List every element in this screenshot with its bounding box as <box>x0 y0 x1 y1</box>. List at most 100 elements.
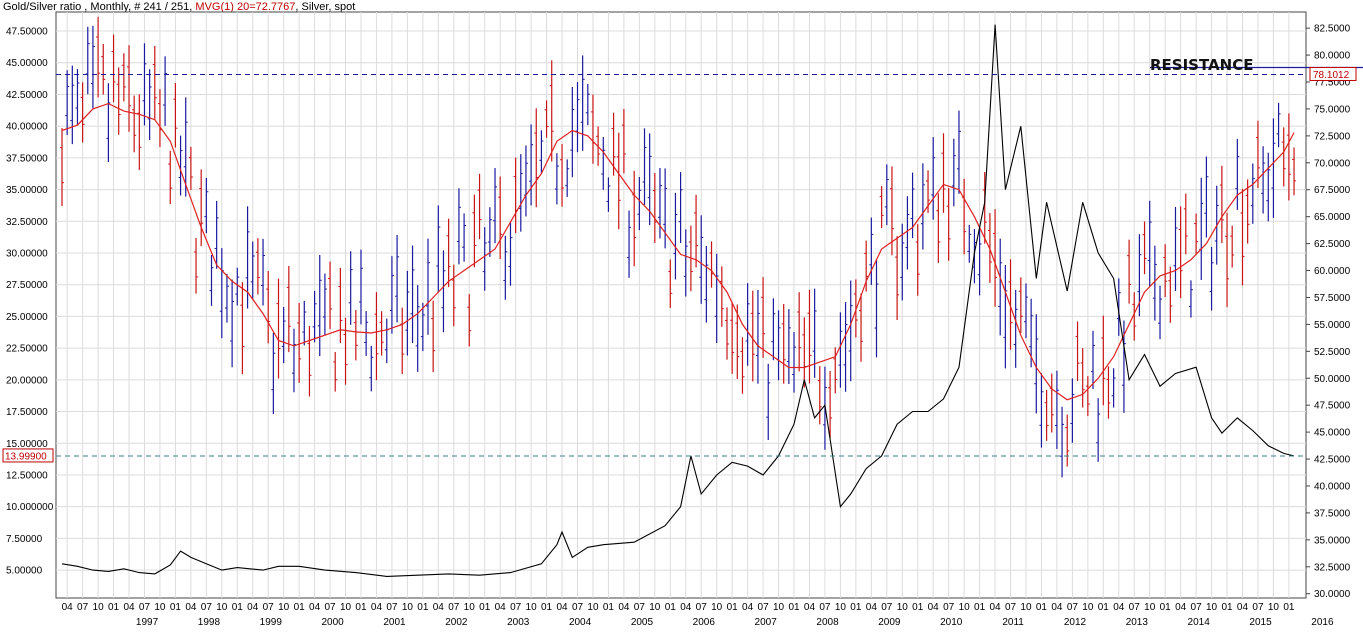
left-axis-tick-label: 42.50000 <box>6 90 48 101</box>
ratio-bar <box>333 352 338 392</box>
x-month-tick-label: 07 <box>1067 602 1079 613</box>
ratio-bar <box>1091 330 1095 390</box>
left-axis-tick-label: 32.50000 <box>6 217 48 228</box>
ratio-bar <box>472 194 477 268</box>
x-month-tick-label: 10 <box>1020 602 1032 613</box>
right-current-value: 78.1012 <box>1313 70 1350 81</box>
ratio-bar <box>462 213 467 262</box>
right-axis-tick-label: 35.0000 <box>1314 535 1351 546</box>
ratio-bar <box>106 83 111 162</box>
right-axis-tick-label: 42.5000 <box>1314 455 1351 466</box>
x-month-tick-label: 01 <box>1160 602 1172 613</box>
x-month-tick-label: 07 <box>386 602 398 613</box>
ratio-bar <box>1023 283 1028 339</box>
x-month-tick-label: 10 <box>959 602 971 613</box>
ratio-bar <box>817 366 822 425</box>
ratio-bar <box>1163 244 1168 298</box>
ratio-bar <box>199 169 204 247</box>
ratio-bar <box>977 226 982 296</box>
ratio-bar <box>70 65 75 145</box>
ratio-bar <box>240 282 245 375</box>
ratio-bar <box>915 224 920 296</box>
ratio-bar <box>699 215 704 304</box>
ratio-bar <box>1096 398 1101 462</box>
ratio-bar <box>946 188 951 261</box>
ratio-bar <box>204 177 209 234</box>
ratio-bar <box>900 223 905 301</box>
ratio-bar <box>1132 292 1137 341</box>
right-axis-tick-label: 52.5000 <box>1314 347 1351 358</box>
x-year-label: 2007 <box>755 617 778 628</box>
ratio-bar <box>297 302 302 383</box>
x-month-tick-label: 07 <box>572 602 584 613</box>
ratio-bar <box>101 43 106 95</box>
ratio-bar <box>271 332 276 415</box>
x-month-tick-label: 07 <box>263 602 275 613</box>
ratio-bar <box>163 56 168 126</box>
x-month-tick-label: 10 <box>587 602 599 613</box>
right-axis-tick-label: 32.5000 <box>1314 562 1351 573</box>
ratio-bar <box>1235 138 1240 210</box>
header-indicator: MVG(1) 20=72.7767 <box>195 1 296 13</box>
ratio-bar <box>905 196 910 270</box>
x-month-tick-label: 10 <box>1268 602 1280 613</box>
ratio-bar <box>369 345 374 392</box>
ratio-bar <box>936 193 941 263</box>
ratio-bar <box>1080 348 1085 408</box>
ratio-bar <box>420 302 425 352</box>
ratio-bar <box>405 270 410 356</box>
ratio-bar <box>291 328 296 393</box>
x-month-tick-label: 10 <box>1206 602 1218 613</box>
x-month-tick-label: 04 <box>618 602 630 613</box>
ratio-bar <box>255 238 260 295</box>
ratio-bar <box>426 238 431 335</box>
ratio-bar <box>611 112 616 176</box>
ratio-bar <box>1018 277 1023 333</box>
plot-frame <box>55 11 1307 599</box>
x-month-tick-label: 01 <box>912 602 924 613</box>
ratio-bar <box>1013 289 1018 368</box>
ratio-bar <box>1255 120 1260 189</box>
right-current-value-box <box>1309 66 1357 81</box>
right-axis-tick-label: 77.5000 <box>1314 78 1351 89</box>
ratio-bar <box>678 172 683 243</box>
ratio-bar <box>642 128 647 205</box>
left-axis-tick-label: 12.50000 <box>6 470 48 481</box>
x-month-tick-label: 07 <box>943 602 955 613</box>
ratio-bar <box>85 26 90 95</box>
ratio-bar <box>797 292 802 372</box>
x-month-tick-label: 01 <box>417 602 429 613</box>
ratio-bar <box>302 300 307 346</box>
x-month-tick-label: 07 <box>1252 602 1264 613</box>
x-month-tick-label: 10 <box>1082 602 1094 613</box>
ratio-bar <box>848 280 853 382</box>
ratio-bar <box>781 303 786 384</box>
ratio-bar <box>993 209 998 307</box>
x-year-label: 1998 <box>198 617 221 628</box>
ratio-bar <box>224 274 229 323</box>
ratio-bar <box>967 224 972 263</box>
x-month-tick-label: 04 <box>247 602 259 613</box>
ratio-bar <box>111 34 116 103</box>
ratio-bar <box>812 288 817 378</box>
ratio-bar <box>735 304 740 379</box>
ratio-bar <box>1142 221 1147 275</box>
x-month-tick-label: 01 <box>727 602 739 613</box>
x-month-tick-label: 10 <box>1144 602 1156 613</box>
x-month-tick-label: 04 <box>1113 602 1125 613</box>
x-month-tick-label: 07 <box>634 602 646 613</box>
ratio-bar <box>1183 193 1188 255</box>
x-month-tick-label: 04 <box>62 602 74 613</box>
ratio-bar <box>843 302 848 392</box>
x-month-tick-label: 04 <box>185 602 197 613</box>
x-month-tick-label: 01 <box>1221 602 1233 613</box>
right-axis-tick-label: 30.0000 <box>1314 589 1351 600</box>
ratio-bar <box>714 253 719 343</box>
ratio-bar <box>493 168 498 244</box>
ratio-bar <box>1266 152 1271 222</box>
right-axis-tick-label: 65.0000 <box>1314 212 1351 223</box>
ratio-bar <box>683 229 688 297</box>
x-month-tick-label: 04 <box>680 602 692 613</box>
ratio-bar <box>740 337 745 394</box>
